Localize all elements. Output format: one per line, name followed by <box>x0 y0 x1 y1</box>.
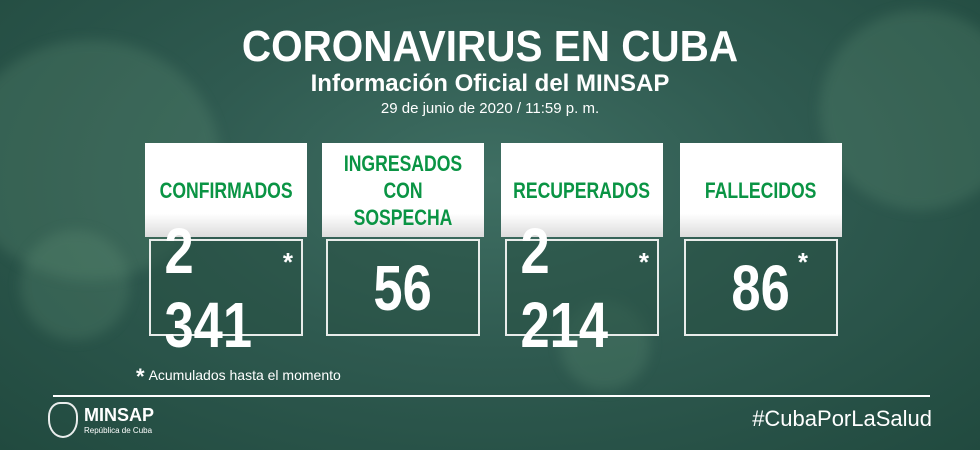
logo-name: MINSAP <box>84 405 155 425</box>
report-date: 29 de junio de 2020 / 11:59 p. m. <box>380 100 600 117</box>
card-value: 56 <box>373 251 433 324</box>
hashtag: #CubaPorLaSalud <box>752 406 932 431</box>
asterisk: * <box>797 247 808 277</box>
asterisk: * <box>638 247 649 277</box>
card-value: 86 <box>731 251 791 324</box>
divider <box>53 395 930 397</box>
stat-card-recuperados: RECUPERADOS 2 214 * <box>501 143 663 361</box>
footnote-text: Acumulados hasta el momento <box>148 367 341 383</box>
card-value: 2 341 <box>164 214 253 361</box>
asterisk: * <box>136 364 145 389</box>
footnote: * Acumulados hasta el momento <box>136 364 341 390</box>
card-label: CONFIRMADOS <box>159 177 293 203</box>
minsap-logo: MINSAP República de Cuba <box>48 402 154 438</box>
stat-card-fallecidos: FALLECIDOS 86 * <box>680 143 842 338</box>
stat-card-confirmados: CONFIRMADOS 2 341 * <box>145 143 307 361</box>
emblem-icon <box>48 402 78 438</box>
page-subtitle: Información Oficial del MINSAP <box>310 70 670 97</box>
page-title: CORONAVIRUS EN CUBA <box>241 22 739 71</box>
card-label: FALLECIDOS <box>705 177 817 203</box>
virus-decoration <box>20 230 130 340</box>
virus-decoration <box>820 10 980 210</box>
stat-card-ingresados: INGRESADOS CON SOSPECHA 56 <box>322 143 484 338</box>
card-label: INGRESADOS CON SOSPECHA <box>343 150 463 230</box>
card-label: RECUPERADOS <box>513 177 651 203</box>
asterisk: * <box>282 247 293 277</box>
card-value: 2 214 <box>520 214 609 361</box>
logo-subtitle: República de Cuba <box>84 426 153 435</box>
